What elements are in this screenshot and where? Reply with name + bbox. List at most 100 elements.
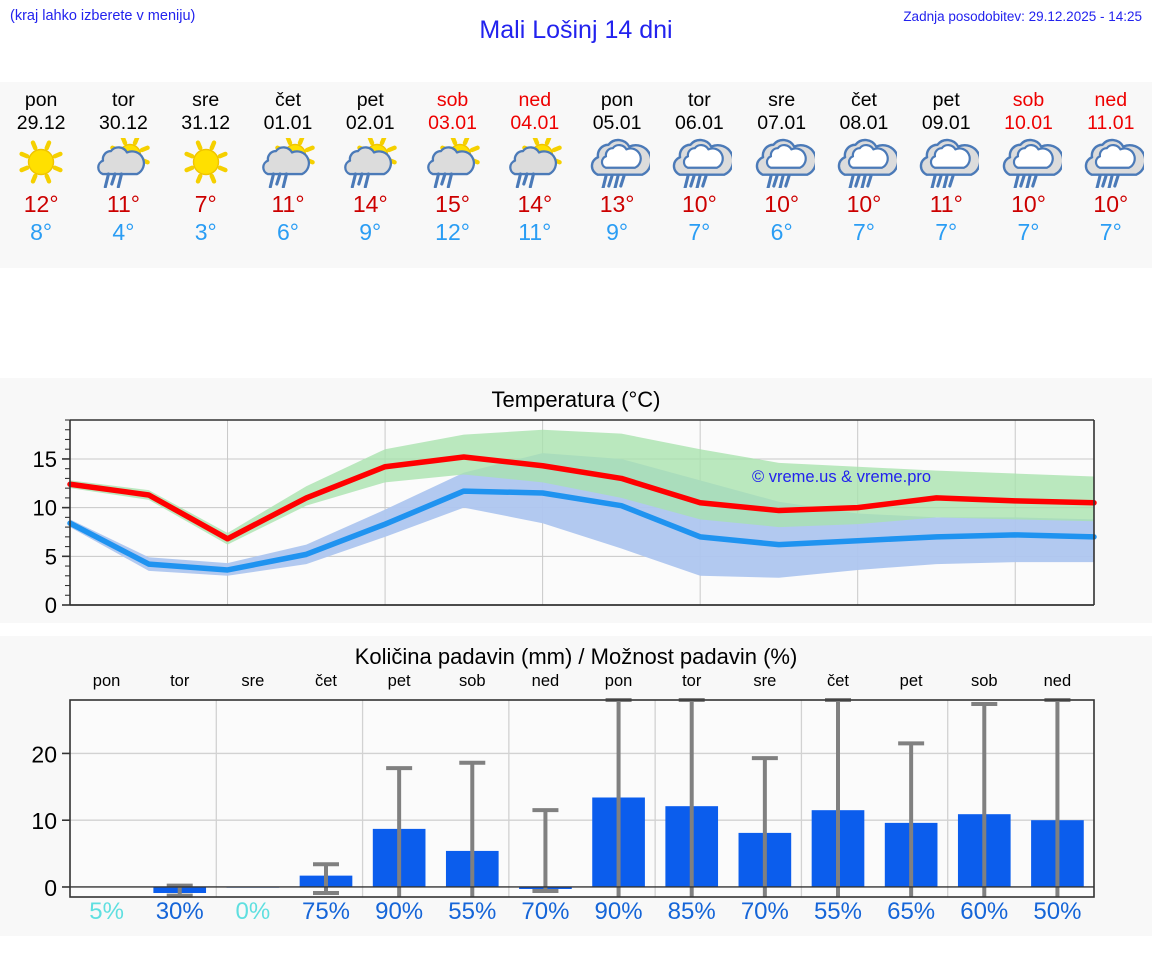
precipitation-day-label: sob xyxy=(970,672,998,690)
precipitation-day-label: ned xyxy=(1043,672,1072,690)
day-max-temperature: 10° xyxy=(846,191,882,217)
temperature-chart-title: Temperatura (°C) xyxy=(491,387,661,412)
precipitation-probability-label: 75% xyxy=(301,898,351,925)
precipitation-day-label: ned xyxy=(531,672,560,690)
day-max-temperature: 10° xyxy=(764,191,800,217)
cloud-rain-icon xyxy=(831,138,897,188)
temperature-section: Temperatura (°C) xyxy=(0,378,1152,623)
forecast-day-strip: pon 29.12 12° 8° tor 30.12 11° 4° sre 31.12 7° 3° če… xyxy=(0,82,1152,268)
precipitation-probability-label: 70% xyxy=(521,898,570,925)
precipitation-day-label: pon xyxy=(604,672,633,690)
day-date-label: 09.01 xyxy=(921,112,971,134)
last-updated-label: Zadnja posodobitev: 29.12.2025 - 14:25 xyxy=(903,9,1142,24)
day-of-week-label: tor xyxy=(688,89,711,111)
forecast-day-cell[interactable]: pon 05.01 13° 9° xyxy=(576,82,658,268)
day-of-week-label: ned xyxy=(518,89,552,111)
precipitation-day-label: čet xyxy=(314,672,337,690)
precipitation-probability-label: 65% xyxy=(887,898,936,925)
day-date-label: 08.01 xyxy=(839,112,889,134)
forecast-day-cell[interactable]: čet 08.01 10° 7° xyxy=(823,82,905,268)
precipitation-probability-row: 5% 30% 0% 75% 90% 55% 70% 90% 85% 70% 55% 65% 60% 50% xyxy=(70,898,1094,938)
day-min-temperature: 4° xyxy=(112,219,135,245)
day-date-label: 06.01 xyxy=(674,112,724,134)
day-max-temperature: 14° xyxy=(517,191,553,217)
day-date-label: 31.12 xyxy=(181,112,231,134)
cloud-rain-icon xyxy=(749,138,815,188)
precipitation-day-label: tor xyxy=(682,672,702,690)
day-max-temperature: 10° xyxy=(1011,191,1046,217)
day-date-label: 02.01 xyxy=(345,112,395,134)
day-date-label: 30.12 xyxy=(99,112,148,134)
forecast-day-cell[interactable]: ned 04.01 14° 11° xyxy=(494,82,576,268)
cloud-rain-icon xyxy=(584,138,651,188)
precipitation-day-label: tor xyxy=(170,672,190,690)
cloud-rain-icon xyxy=(996,138,1062,188)
precipitation-probability-label: 60% xyxy=(960,898,1009,925)
day-date-label: 11.01 xyxy=(1087,112,1135,134)
day-min-temperature: 7° xyxy=(1017,219,1040,245)
day-min-temperature: 6° xyxy=(276,219,299,245)
forecast-day-cell[interactable]: čet 01.01 11° 6° xyxy=(247,82,329,268)
copyright-watermark: © vreme.us & vreme.pro xyxy=(752,468,932,486)
precipitation-day-label: sre xyxy=(753,672,777,690)
sunny-icon xyxy=(8,138,74,188)
forecast-day-cell[interactable]: sob 03.01 15° 12° xyxy=(411,82,493,268)
day-min-temperature: 12° xyxy=(435,219,470,245)
day-min-temperature: 7° xyxy=(852,219,875,245)
day-max-temperature: 15° xyxy=(435,191,470,217)
day-date-label: 01.01 xyxy=(263,112,313,134)
day-min-temperature: 8° xyxy=(30,219,53,245)
forecast-day-cell[interactable]: ned 11.01 10° 7° xyxy=(1070,82,1152,268)
forecast-day-cell[interactable]: pon 29.12 12° 8° xyxy=(0,82,82,268)
precipitation-day-label: čet xyxy=(826,672,849,690)
day-of-week-label: čet xyxy=(274,89,301,111)
precipitation-probability-label: 85% xyxy=(667,898,716,925)
forecast-day-cell[interactable]: sre 07.01 10° 6° xyxy=(741,82,823,268)
precipitation-probability-label: 5% xyxy=(89,898,124,925)
day-of-week-label: pet xyxy=(356,89,384,111)
precipitation-probability-label: 70% xyxy=(740,898,789,925)
day-min-temperature: 3° xyxy=(194,219,217,245)
day-max-temperature: 11° xyxy=(106,191,140,217)
day-of-week-label: ned xyxy=(1094,89,1128,111)
day-min-temperature: 9° xyxy=(606,219,629,245)
precipitation-probability-label: 55% xyxy=(813,898,862,925)
day-date-label: 04.01 xyxy=(510,112,560,134)
precipitation-probability-label: 90% xyxy=(375,898,424,925)
forecast-day-cell[interactable]: sre 31.12 7° 3° xyxy=(165,82,247,268)
precipitation-day-label: pon xyxy=(92,672,121,690)
cloud-rain-icon xyxy=(666,138,733,188)
day-date-label: 07.01 xyxy=(757,112,807,134)
precipitation-probability-label: 50% xyxy=(1033,898,1082,925)
day-max-temperature: 7° xyxy=(194,191,217,217)
day-min-temperature: 11° xyxy=(518,219,552,245)
precipitation-probability-label: 30% xyxy=(155,898,204,925)
day-min-temperature: 7° xyxy=(688,219,711,245)
precipitation-day-labels: pon tor sre čet pet sob ned pon tor sre čet pet sob n… xyxy=(70,672,1094,694)
forecast-day-cell[interactable]: sob 10.01 10° 7° xyxy=(987,82,1069,268)
precipitation-probability-label: 90% xyxy=(594,898,643,925)
sun-rain-icon xyxy=(337,138,403,188)
forecast-day-cell[interactable]: pet 02.01 14° 9° xyxy=(329,82,411,268)
day-date-label: 10.01 xyxy=(1004,112,1053,134)
precipitation-day-label: sre xyxy=(241,672,265,690)
forecast-day-cell[interactable]: tor 30.12 11° 4° xyxy=(82,82,164,268)
cloud-rain-icon xyxy=(1078,138,1144,188)
day-max-temperature: 10° xyxy=(1093,191,1129,217)
day-max-temperature: 14° xyxy=(352,191,388,217)
forecast-day-cell[interactable]: pet 09.01 11° 7° xyxy=(905,82,987,268)
day-of-week-label: pet xyxy=(932,89,960,111)
day-max-temperature: 10° xyxy=(682,191,717,217)
day-date-label: 05.01 xyxy=(592,112,642,134)
cloud-rain-icon xyxy=(913,138,980,188)
precipitation-day-label: pet xyxy=(899,672,923,690)
day-min-temperature: 6° xyxy=(770,219,793,245)
day-min-temperature: 7° xyxy=(1099,219,1122,245)
forecast-day-cell[interactable]: tor 06.01 10° 7° xyxy=(658,82,740,268)
day-max-temperature: 13° xyxy=(599,191,635,217)
location-menu-note[interactable]: (kraj lahko izberete v meniju) xyxy=(10,8,196,24)
sun-rain-icon xyxy=(90,138,156,188)
day-min-temperature: 7° xyxy=(935,219,958,245)
day-of-week-label: pon xyxy=(600,89,634,111)
sun-rain-icon xyxy=(502,138,568,188)
